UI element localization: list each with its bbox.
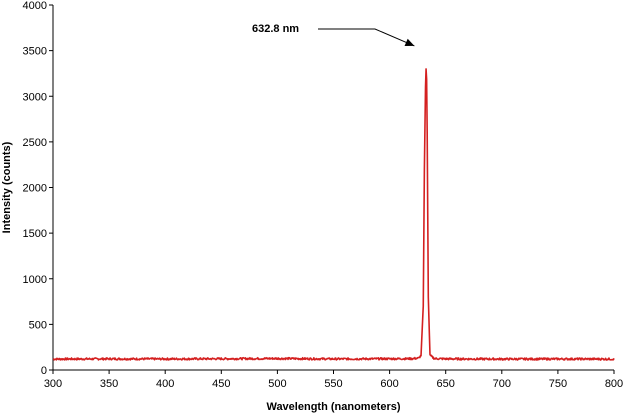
y-axis-ticks: 0 500 1000 1500 2000 2500 3000 3500 4000 <box>23 0 53 377</box>
x-tick-label: 600 <box>380 378 398 390</box>
intensity-series-line <box>52 68 615 361</box>
x-tick-label: 400 <box>156 378 174 390</box>
arrowhead-icon <box>404 38 415 47</box>
x-tick-label: 350 <box>100 378 118 390</box>
x-tick-label: 750 <box>549 378 567 390</box>
y-tick-label: 0 <box>41 365 47 377</box>
peak-annotation-arrow <box>318 28 415 47</box>
y-tick-label: 500 <box>29 319 47 331</box>
peak-annotation: 632.8 nm <box>252 23 415 47</box>
y-tick-label: 1000 <box>23 274 47 286</box>
y-tick-label: 3000 <box>23 91 47 103</box>
y-tick-label: 4000 <box>23 0 47 12</box>
x-tick-label: 300 <box>44 378 62 390</box>
peak-annotation-label: 632.8 nm <box>252 23 299 35</box>
y-tick-label: 3500 <box>23 46 47 58</box>
x-tick-label: 650 <box>437 378 455 390</box>
x-tick-label: 800 <box>605 378 623 390</box>
x-tick-label: 500 <box>268 378 286 390</box>
x-tick-label: 700 <box>493 378 511 390</box>
x-axis-title: Wavelength (nanometers) <box>266 401 400 413</box>
x-tick-label: 450 <box>212 378 230 390</box>
y-tick-label: 2000 <box>23 183 47 195</box>
y-tick-label: 1500 <box>23 228 47 240</box>
y-tick-label: 2500 <box>23 137 47 149</box>
x-axis-ticks: 300 350 400 450 500 550 600 650 700 750 800 <box>44 370 623 390</box>
x-tick-label: 550 <box>324 378 342 390</box>
y-axis-title: Intensity (counts) <box>1 141 13 233</box>
